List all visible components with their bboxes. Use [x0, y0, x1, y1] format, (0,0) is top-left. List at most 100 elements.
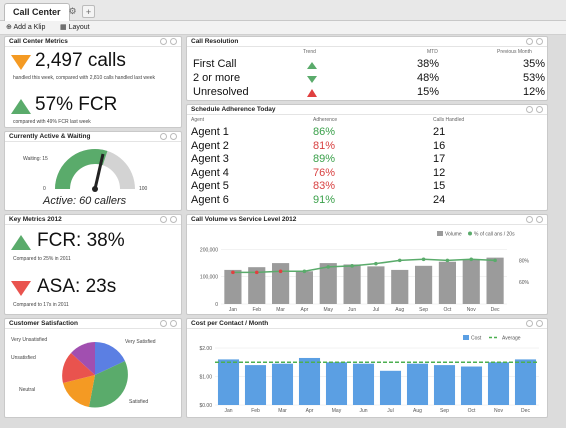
label-very-satisfied: Very Satisfied	[125, 339, 156, 345]
settings-icon[interactable]	[170, 133, 177, 140]
label-satisfied: Satisfied	[129, 399, 149, 405]
satisfaction-panel: Customer Satisfaction Very Unsatisfied U…	[4, 318, 182, 418]
panel-title: Schedule Adherence Today	[187, 105, 547, 115]
comment-icon[interactable]	[526, 38, 533, 45]
calls-subtext: handled this week, compared with 2,810 c…	[13, 75, 156, 81]
pie-very-unsatisfied	[71, 342, 95, 375]
legend-cost-swatch	[463, 335, 469, 340]
x-tick-label: Mar	[278, 408, 287, 414]
service-level-point	[493, 258, 497, 263]
service-level-point	[350, 264, 354, 268]
fcr-value: 57% FCR	[35, 94, 118, 115]
header-mtd: MTD	[427, 49, 438, 55]
comment-icon[interactable]	[160, 216, 167, 223]
schedule-adherence-panel: Schedule Adherence Today Agent Adherence…	[186, 104, 548, 211]
label-neutral: Neutral	[19, 387, 36, 393]
x-tick-label: Sep	[419, 307, 428, 313]
service-level-point	[254, 270, 259, 275]
volume-bar	[343, 264, 361, 304]
x-tick-label: Aug	[413, 408, 422, 414]
header-adherence: Adherence	[313, 117, 338, 123]
cost-bar	[406, 363, 429, 405]
row-mtd: 48%	[416, 72, 439, 84]
label-very-unsatisfied: Very Unsatisfied	[11, 337, 48, 343]
layout-button[interactable]: ▦ Layout	[60, 24, 90, 31]
comment-icon[interactable]	[160, 320, 167, 327]
x-tick-label: Apr	[306, 408, 314, 414]
comment-icon[interactable]	[526, 320, 533, 327]
row-label: First Call	[193, 58, 237, 70]
tab-call-center[interactable]: Call Center	[4, 3, 70, 21]
call-volume-chart: 0 100,000 200,000 60% 80% Jan Feb Mar Apr May Jun J…	[200, 231, 530, 313]
comment-icon[interactable]	[160, 133, 167, 140]
x-tick-label: Jan	[229, 307, 237, 313]
panel-title: Call Resolution	[187, 37, 547, 47]
trend-down-icon	[11, 55, 31, 70]
agent-calls: 24	[433, 193, 446, 206]
x-tick-label: Aug	[395, 307, 404, 313]
x-tick-label: Dec	[491, 307, 500, 313]
row-label: 2 or more	[193, 72, 241, 84]
service-level-point	[231, 270, 235, 275]
settings-icon[interactable]	[536, 216, 543, 223]
service-level-point	[421, 257, 426, 262]
add-klip-button[interactable]: ⊕ Add a Klip	[6, 24, 46, 31]
layout-label: Layout	[68, 24, 90, 31]
key-fcr-subtext: Compared to 25% in 2011	[13, 256, 71, 262]
cost-bar	[244, 365, 267, 405]
settings-icon[interactable]	[536, 106, 543, 113]
volume-bar	[295, 271, 313, 304]
volume-bar	[415, 265, 433, 304]
cost-bar	[460, 366, 483, 405]
legend-average-label: Average	[502, 336, 521, 342]
gauge	[55, 149, 135, 192]
settings-icon[interactable]	[170, 38, 177, 45]
active-waiting-panel: Currently Active & Waiting Waiting: 15 0…	[4, 131, 182, 211]
comment-icon[interactable]	[526, 216, 533, 223]
settings-icon[interactable]	[536, 38, 543, 45]
agent-calls: 15	[433, 180, 446, 192]
row-mtd: 15%	[416, 86, 439, 98]
volume-bar	[319, 263, 337, 304]
volume-bar	[224, 269, 242, 304]
comment-icon[interactable]	[526, 106, 533, 113]
call-volume-panel: Call Volume vs Service Level 2012 0 100,0…	[186, 214, 548, 315]
cost-bar	[271, 363, 294, 405]
x-tick-label: Jun	[359, 408, 367, 414]
agent-adherence: 89%	[313, 153, 336, 165]
legend-volume-label: Volume	[445, 232, 462, 238]
y-tick-label: $2.00	[199, 346, 212, 352]
y-tick-label: 100,000	[200, 275, 218, 281]
agent-adherence: 83%	[313, 180, 336, 192]
key-fcr-value: FCR: 38%	[37, 230, 125, 251]
agent-name: Agent 6	[191, 193, 229, 206]
x-tick-label: Jan	[224, 408, 232, 414]
settings-icon[interactable]	[170, 320, 177, 327]
agent-calls: 17	[433, 153, 446, 165]
volume-bar	[272, 263, 290, 304]
pie-satisfied	[89, 361, 128, 408]
row-label: Unresolved	[193, 86, 249, 98]
agent-adherence: 86%	[313, 126, 336, 138]
header-agent: Agent	[191, 117, 205, 123]
warning-icon	[307, 89, 317, 97]
agent-adherence: 76%	[313, 166, 336, 179]
row-prev: 35%	[522, 58, 545, 70]
fcr-subtext: compared with 49% FCR last week	[13, 119, 91, 125]
legend-volume-swatch	[437, 231, 443, 236]
volume-bar	[367, 266, 385, 304]
x-tick-label: Jul	[387, 408, 393, 414]
cost-bar	[217, 359, 240, 405]
settings-icon[interactable]	[536, 320, 543, 327]
cost-chart: $0.00 $1.00 $2.00 Jan Feb Mar Apr May Jun Jul Aug S…	[199, 335, 539, 414]
panel-title: Call Volume vs Service Level 2012	[187, 215, 547, 225]
add-tab-button[interactable]: +	[82, 5, 95, 18]
panel-title: Cost per Contact / Month	[187, 319, 547, 329]
cost-bar	[379, 370, 402, 405]
y-tick-label: $1.00	[199, 375, 212, 381]
comment-icon[interactable]	[160, 38, 167, 45]
settings-icon[interactable]	[170, 216, 177, 223]
satisfaction-pie	[62, 341, 128, 408]
gauge-max: 100	[139, 186, 148, 192]
gear-icon[interactable]: ⚙	[68, 6, 77, 16]
